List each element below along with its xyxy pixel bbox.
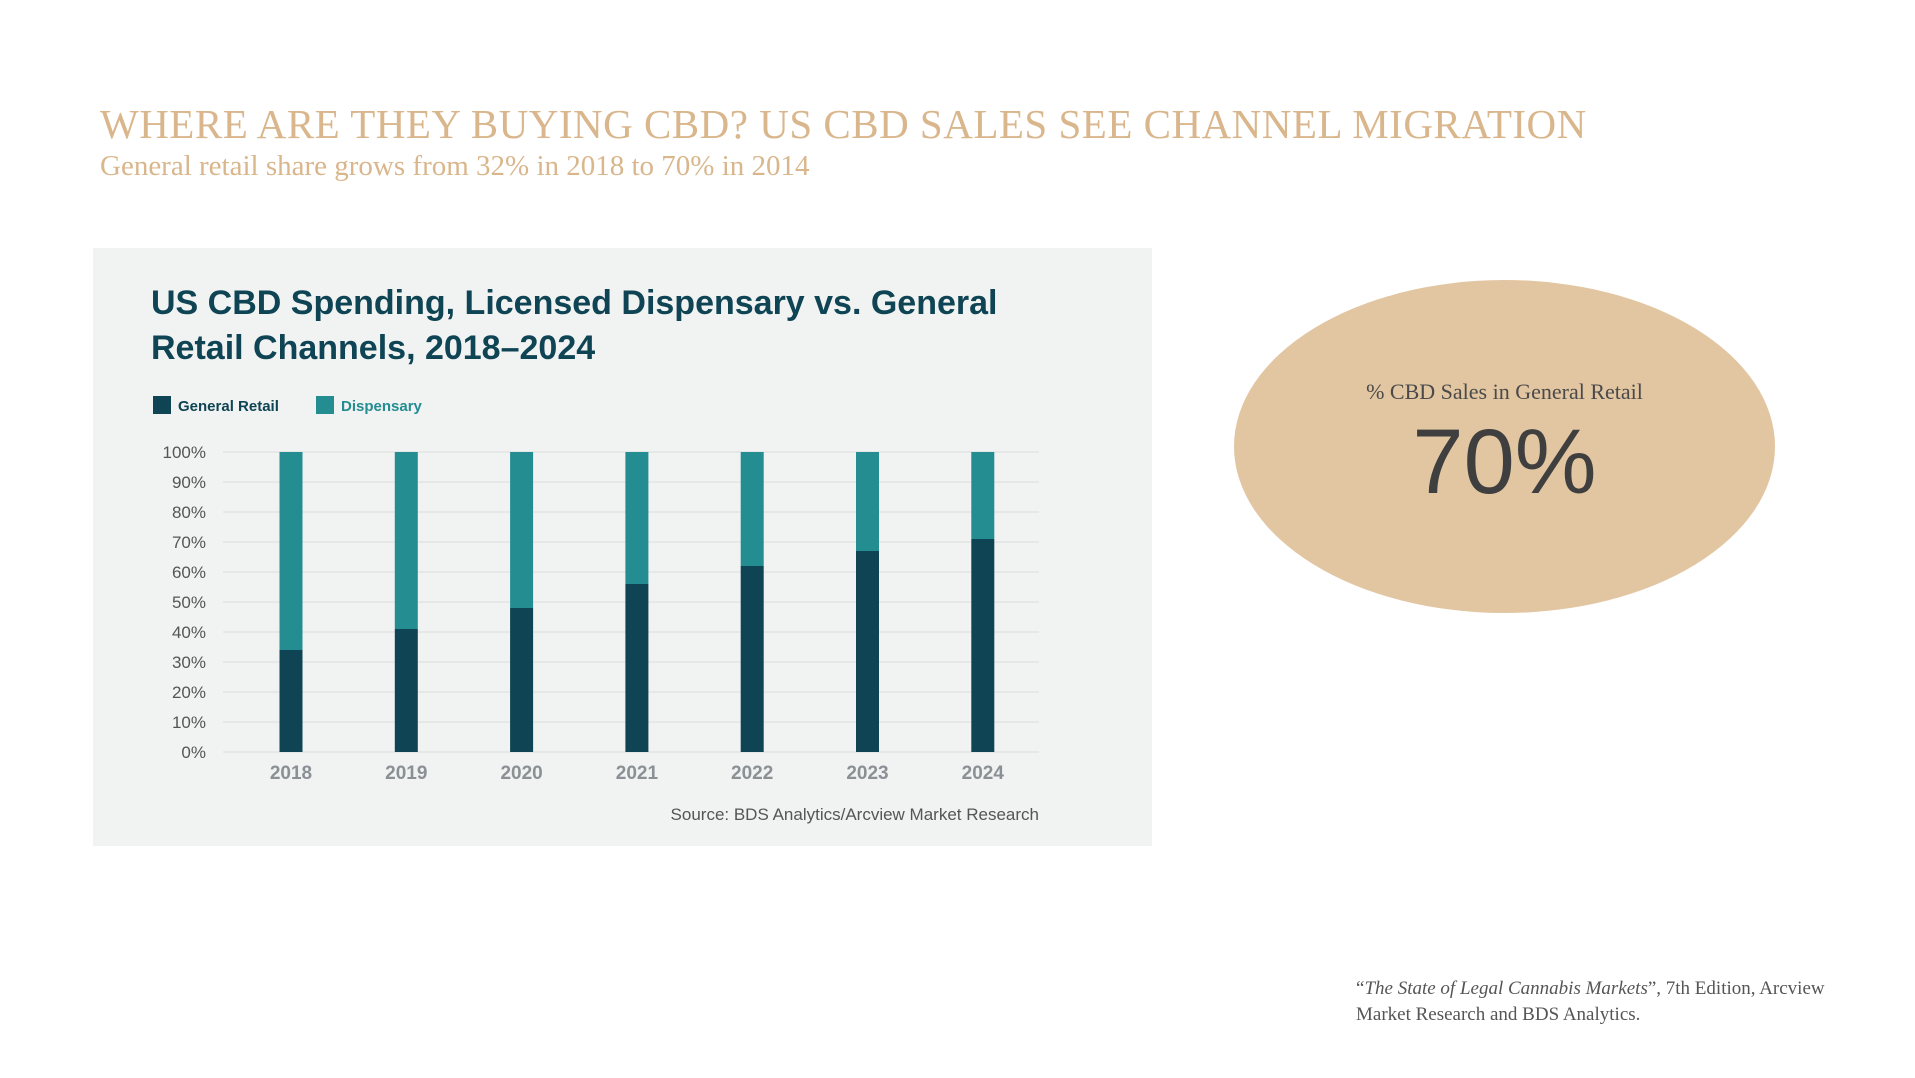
legend-swatch-general-retail [153,396,171,414]
y-tick-label: 100% [163,443,206,462]
stat-ellipse: % CBD Sales in General Retail 70% [1234,280,1775,613]
y-tick-label: 50% [172,593,206,612]
x-tick-label: 2022 [731,763,773,784]
x-axis-ticks: 2018 2019 2020 2021 2022 2023 2024 [270,763,1005,784]
x-tick-label: 2023 [846,763,888,784]
bar-dispensary-2020 [510,452,534,608]
bar-general-retail-2023 [856,551,879,752]
chart-title-line-2: Retail Channels, 2018–2024 [151,329,595,367]
stat-label: % CBD Sales in General Retail [1366,379,1643,404]
slide-title: WHERE ARE THEY BUYING CBD? US CBD SALES … [100,101,1587,147]
stat-value: 70% [1412,411,1597,513]
citation: “The State of Legal Cannabis Markets”, 7… [1356,976,1856,1028]
chart-source: Source: BDS Analytics/Arcview Market Res… [671,805,1039,824]
bar-general-retail-2018 [279,650,303,752]
y-tick-label: 0% [181,743,206,762]
citation-open-quote: “ [1356,978,1365,999]
bar-dispensary-2018 [279,452,303,650]
citation-rest: ”, 7th Edition, Arcview Market Research … [1356,978,1825,1025]
legend-swatch-dispensary [316,396,334,414]
x-tick-label: 2021 [616,763,659,784]
bar-dispensary-2023 [856,452,879,551]
bar-general-retail-2022 [740,566,764,752]
y-tick-label: 70% [172,533,206,552]
bar-dispensary-2019 [394,452,418,629]
y-tick-label: 20% [172,683,206,702]
bar-dispensary-2024 [971,452,995,539]
y-tick-label: 30% [172,653,206,672]
stacked-bar-chart: US CBD Spending, Licensed Dispensary vs.… [151,284,1039,824]
chart-panel: US CBD Spending, Licensed Dispensary vs.… [93,248,1152,846]
slide-subtitle: General retail share grows from 32% in 2… [100,150,810,182]
citation-book-title: The State of Legal Cannabis Markets [1364,978,1648,999]
bar-general-retail-2019 [394,629,418,752]
y-tick-label: 40% [172,623,206,642]
bars [279,452,995,752]
y-tick-label: 10% [172,713,206,732]
legend-label-dispensary: Dispensary [341,398,423,415]
y-axis-ticks: 0% 10% 20% 30% 40% 50% 60% 70% 80% 90% 100% [163,443,206,762]
x-tick-label: 2019 [385,763,427,784]
bar-general-retail-2021 [625,584,649,752]
y-tick-label: 90% [172,473,206,492]
chart-title-line-1: US CBD Spending, Licensed Dispensary vs.… [151,284,997,322]
bar-general-retail-2024 [971,539,995,752]
bar-general-retail-2020 [510,608,534,752]
bar-dispensary-2022 [740,452,764,566]
y-tick-label: 60% [172,563,206,582]
bar-dispensary-2021 [625,452,649,584]
x-tick-label: 2024 [962,763,1005,784]
x-tick-label: 2020 [500,763,542,784]
x-tick-label: 2018 [270,763,312,784]
y-tick-label: 80% [172,503,206,522]
legend-label-general-retail: General Retail [178,398,279,415]
